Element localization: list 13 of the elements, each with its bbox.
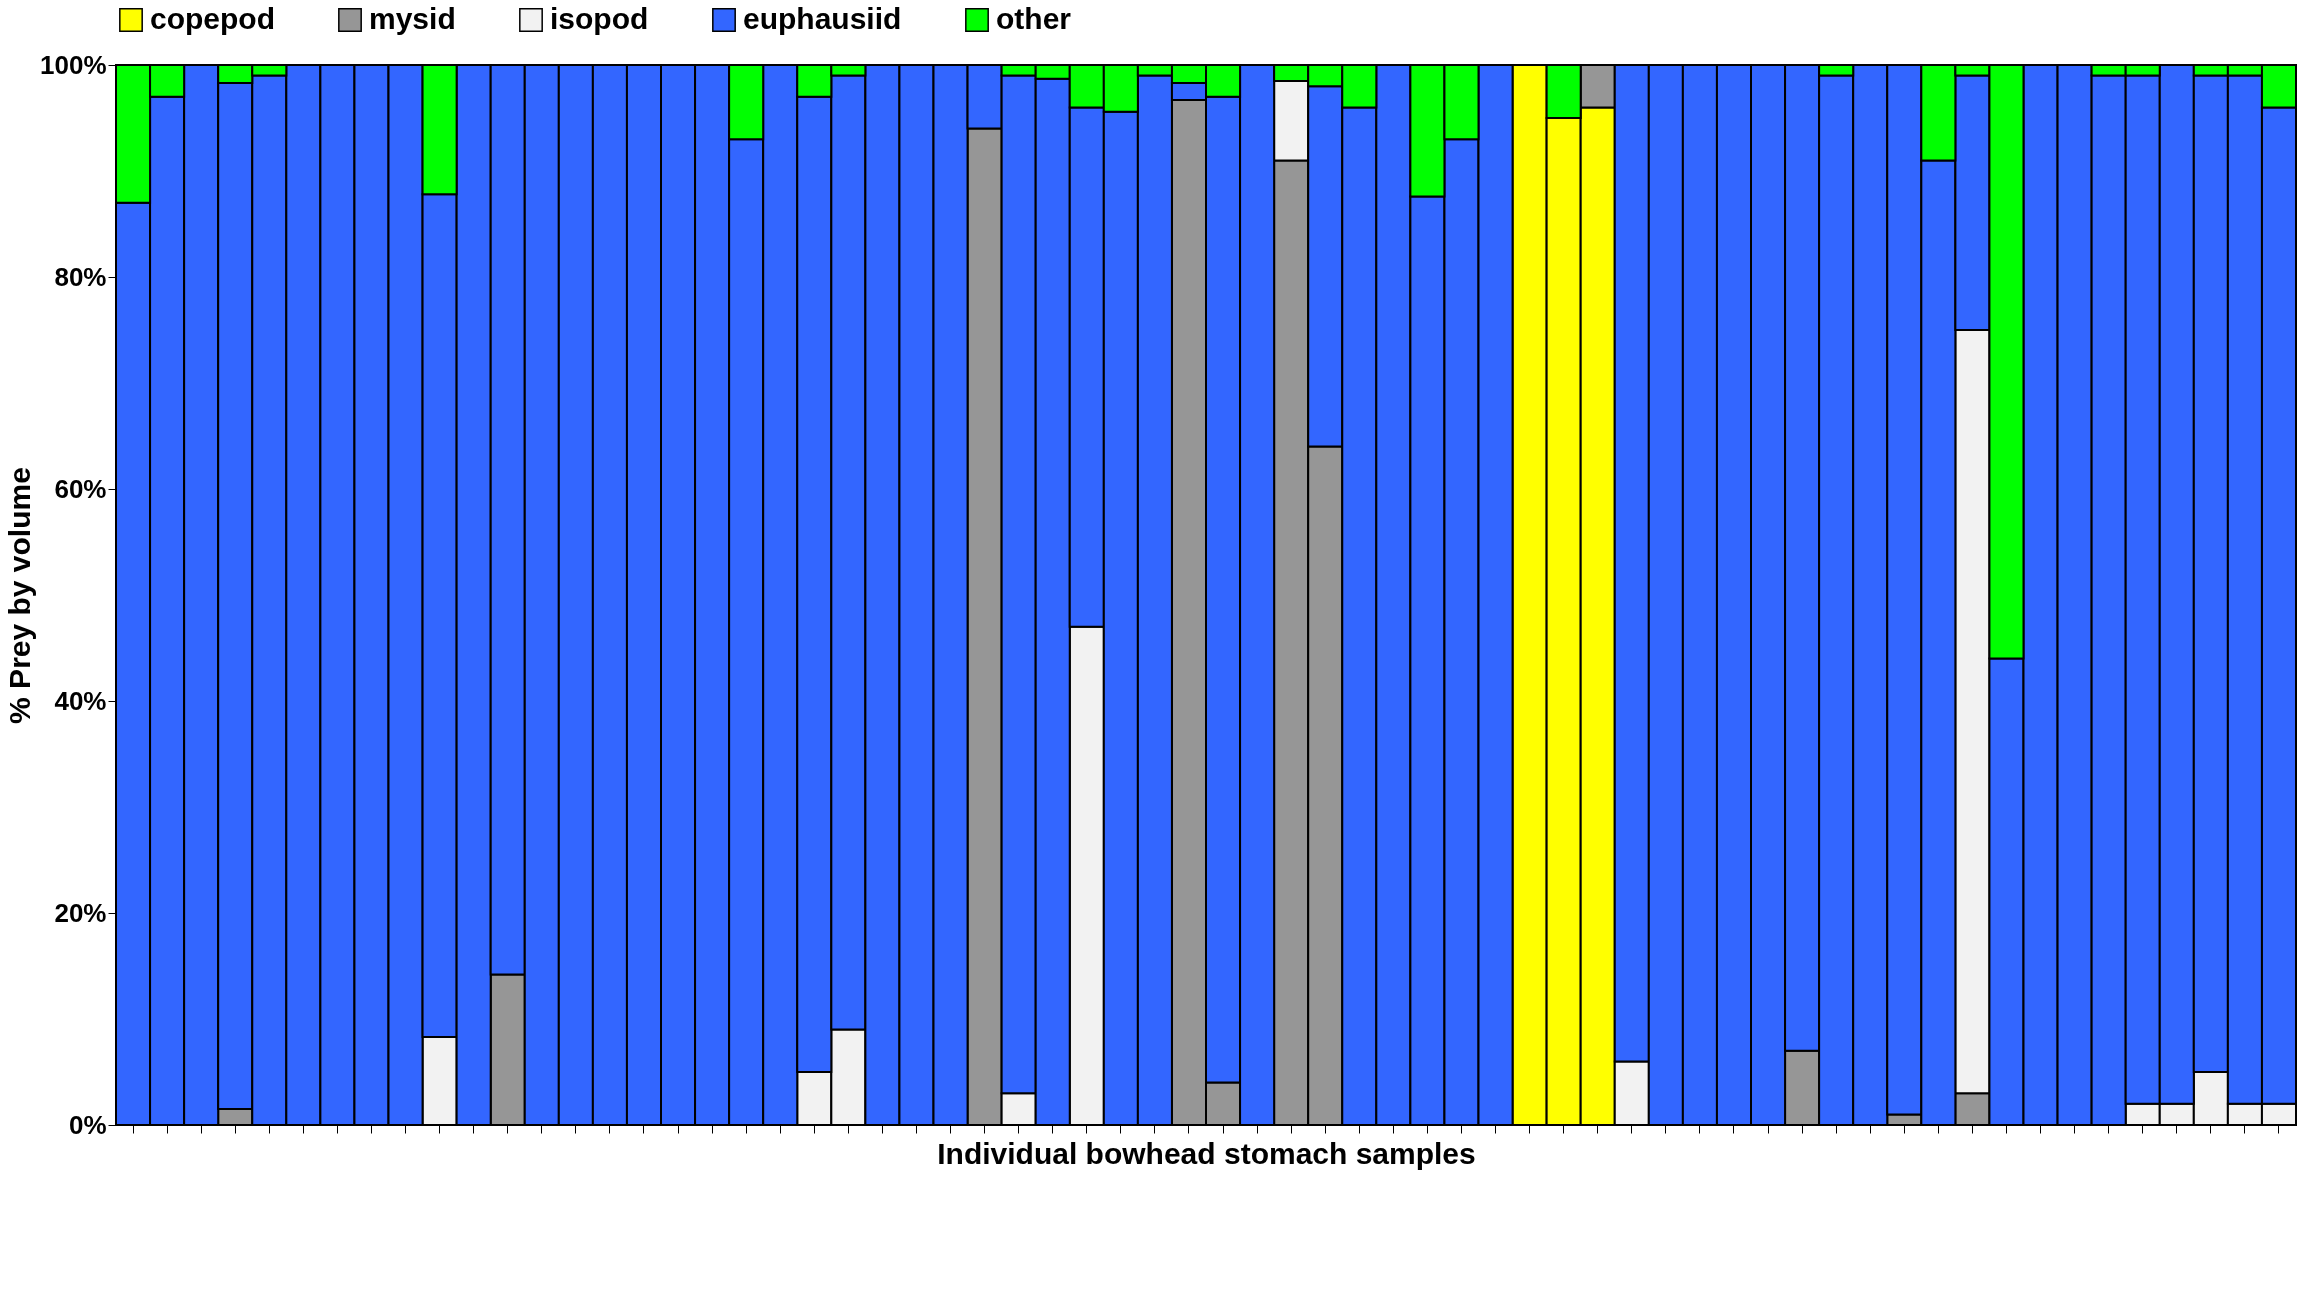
y-tick-label: 40% [54,685,107,716]
y-tick-label: 80% [54,261,107,292]
y-axis-title: % Prey by volume [3,467,36,724]
legend-label: isopod [550,2,649,35]
y-tick-label: 20% [54,897,107,928]
y-tick-label: 0% [68,1109,107,1140]
y-tick-label: 60% [54,473,107,504]
legend-label: other [996,2,1072,35]
legend-label: copepod [150,2,275,35]
legend-label: mysid [369,2,456,35]
x-axis-title: Individual bowhead stomach samples [937,1136,1476,1170]
y-tick-label: 100% [40,49,107,80]
legend-label: euphausiid [743,2,902,35]
